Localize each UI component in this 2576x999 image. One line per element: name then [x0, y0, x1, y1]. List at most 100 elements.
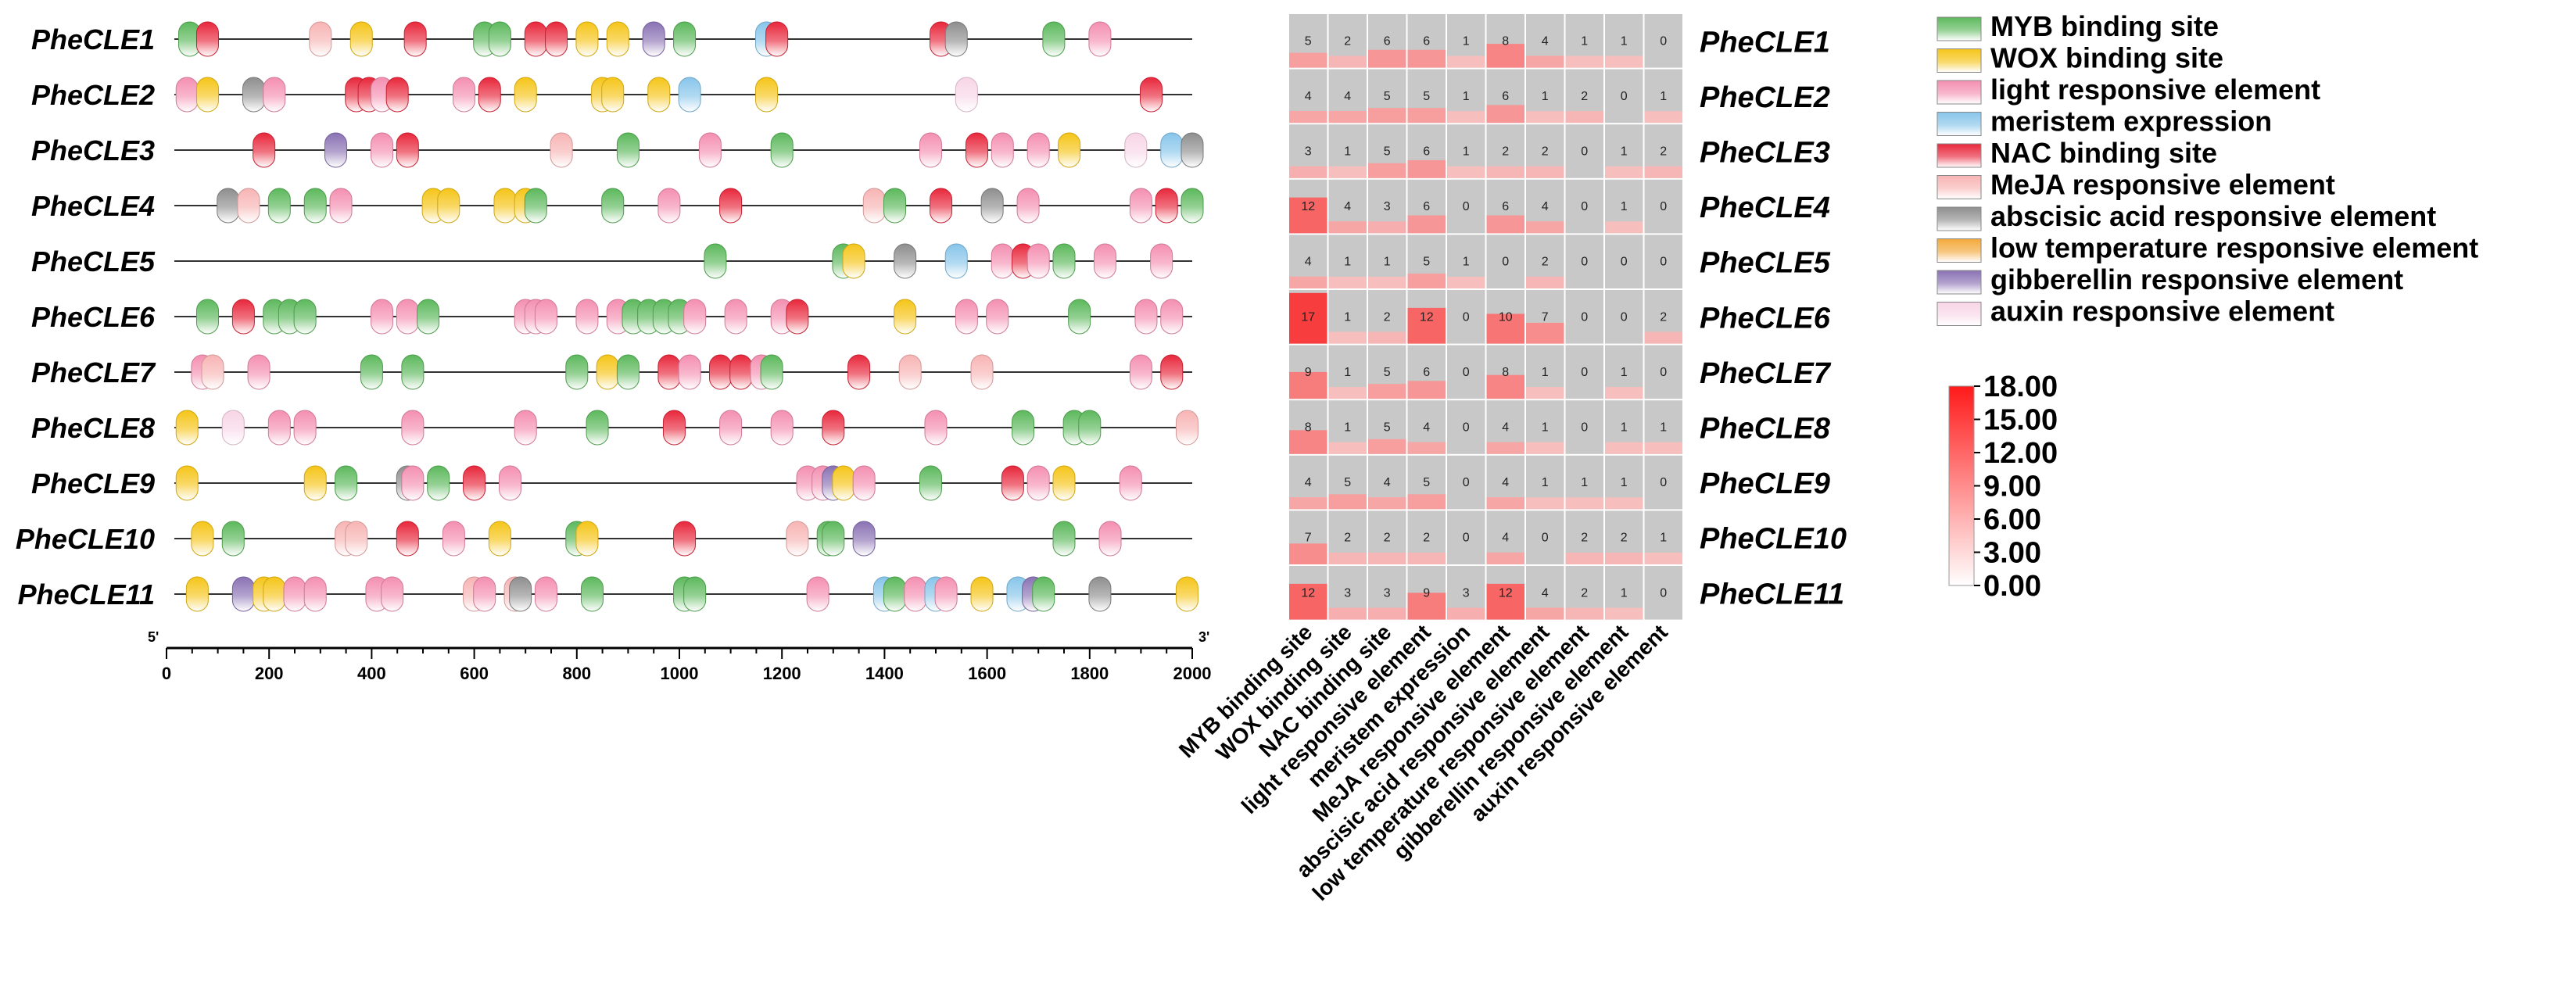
element-mark-wox [303, 465, 327, 501]
element-mark-nac [545, 21, 568, 57]
heatmap-cell-fill [1407, 159, 1446, 178]
element-mark-lr [452, 77, 475, 113]
element-mark-myb [1181, 188, 1204, 224]
heatmap-cell-value: 2 [1581, 586, 1588, 600]
element-mark-myb [704, 243, 727, 279]
legend-label: MeJA responsive element [1990, 169, 2335, 201]
heatmap-cell-value: 1 [1542, 476, 1549, 489]
heatmap-cell-fill [1289, 430, 1327, 454]
heatmap-cell-value: 8 [1502, 34, 1509, 48]
element-mark-lr [401, 410, 425, 446]
element-mark-lr [986, 299, 1009, 335]
legend-label: gibberellin responsive element [1990, 263, 2403, 295]
heatmap-cell-value: 1 [1621, 476, 1628, 489]
heatmap-cell-value: 2 [1542, 145, 1549, 159]
heatmap-cell-fill [1407, 381, 1446, 399]
legend-swatch [1936, 238, 1982, 263]
heatmap-cell-fill [1526, 607, 1564, 620]
legend-swatch [1936, 175, 1982, 199]
element-mark-wox [191, 521, 214, 557]
heatmap-cell-fill [1328, 331, 1367, 344]
heatmap-cell-value: 0 [1463, 476, 1470, 489]
heatmap-cell-value: 2 [1344, 532, 1351, 545]
element-mark-myb [221, 521, 245, 557]
element-mark-mj [237, 188, 260, 224]
heatmap-cell-value: 1 [1463, 90, 1470, 103]
element-mark-myb [1068, 299, 1091, 335]
element-mark-aux [955, 77, 978, 113]
element-mark-lr [683, 299, 707, 335]
heatmap-cell [1526, 510, 1564, 564]
axis-tick-label: 1400 [865, 664, 904, 683]
heatmap-cell [1565, 400, 1603, 454]
axis-tick-label: 1800 [1070, 664, 1109, 683]
heatmap-cell-value: 3 [1305, 145, 1312, 159]
heatmap-cell-fill [1407, 273, 1446, 288]
element-mark-lr [806, 576, 829, 612]
element-mark-lr [1129, 354, 1152, 390]
element-mark-wox [175, 465, 199, 501]
three-prime-label: 3' [1198, 629, 1209, 645]
heatmap-cell-value: 2 [1344, 34, 1351, 48]
legend-swatch [1936, 16, 1982, 41]
heatmap-cell-fill [1486, 442, 1524, 454]
element-mark-myb [524, 188, 547, 224]
heatmap-cell-fill [1289, 583, 1327, 620]
heatmap-cell-value: 2 [1660, 310, 1667, 324]
element-mark-myb [1078, 410, 1102, 446]
element-mark-nac [403, 21, 427, 57]
heatmap-cell-fill [1526, 387, 1564, 399]
heatmap-cell-fill [1486, 44, 1524, 68]
heatmap-cell-fill [1328, 56, 1367, 68]
heatmap-cell-fill [1486, 374, 1524, 399]
element-mark-myb [1052, 243, 1076, 279]
element-mark-lr [1098, 521, 1122, 557]
element-mark-wox [894, 299, 917, 335]
element-mark-myb [1042, 21, 1066, 57]
element-mark-wox [175, 410, 199, 446]
gene-label: PheCLE4 [31, 190, 155, 222]
element-mark-myb [883, 576, 907, 612]
element-mark-myb [293, 299, 317, 335]
gene-label: PheCLE6 [31, 301, 156, 333]
heatmap-cell-fill [1486, 215, 1524, 234]
heatmap-cell-value: 6 [1502, 200, 1509, 213]
element-mark-nac [786, 299, 809, 335]
legend-label: meristem expression [1990, 106, 2272, 138]
legend-label: abscisic acid responsive element [1990, 200, 2436, 232]
heatmap-cell [1565, 345, 1603, 399]
heatmap-row-label: PheCLE11 [1700, 578, 1844, 610]
element-mark-wox [575, 21, 599, 57]
heatmap-cell-fill [1565, 497, 1603, 510]
heatmap-cell-value: 1 [1660, 421, 1667, 435]
element-mark-lr [534, 576, 557, 612]
heatmap-cell-fill [1526, 221, 1564, 234]
heatmap-cell-value: 1 [1344, 366, 1351, 379]
heatmap-cell-value: 4 [1542, 34, 1549, 48]
heatmap-cell-value: 10 [1499, 310, 1513, 324]
axis-tick-label: 1200 [763, 664, 801, 683]
colorbar-tick-label: 6.00 [1983, 503, 2041, 536]
element-mark-myb [683, 576, 707, 612]
heatmap-cell-value: 1 [1621, 145, 1628, 159]
heatmap-cell-fill [1407, 307, 1446, 344]
heatmap-cell-fill [1526, 276, 1564, 288]
element-mark-lr [719, 410, 743, 446]
heatmap-cell-fill [1368, 552, 1406, 564]
heatmap-cell [1447, 179, 1485, 234]
heatmap-cell-value: 0 [1660, 586, 1667, 600]
heatmap-cell-fill [1289, 52, 1327, 68]
element-mark-myb [580, 576, 604, 612]
heatmap-cell-value: 2 [1581, 90, 1588, 103]
heatmap-cell-value: 1 [1463, 34, 1470, 48]
heatmap-cell-value: 4 [1305, 256, 1312, 269]
heatmap-cell-value: 6 [1423, 145, 1430, 159]
element-mark-lr [534, 299, 557, 335]
heatmap-cell-value: 0 [1581, 310, 1588, 324]
element-mark-wox [349, 21, 373, 57]
element-mark-aux [1124, 132, 1148, 168]
colorbar-gradient [1948, 385, 1975, 586]
heatmap-cell [1565, 179, 1603, 234]
heatmap-row-label: PheCLE9 [1700, 467, 1830, 500]
